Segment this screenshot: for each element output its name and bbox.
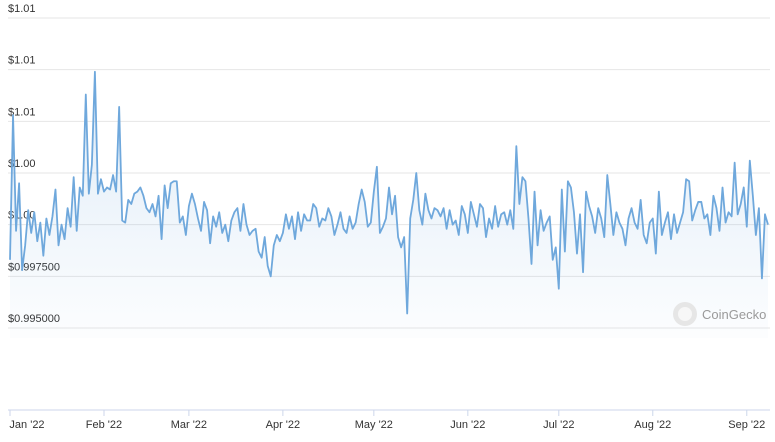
x-tick-label: Sep '22 (728, 419, 765, 431)
y-tick-label: $1.01 (8, 3, 36, 15)
x-tick-label: Feb '22 (86, 419, 122, 431)
x-tick-label: Mar '22 (171, 419, 207, 431)
y-tick-label: $1.01 (8, 106, 36, 118)
x-tick-label: Aug '22 (634, 419, 671, 431)
x-tick-label: Apr '22 (266, 419, 301, 431)
watermark: CoinGecko (673, 302, 766, 326)
x-tick-label: May '22 (355, 419, 393, 431)
x-tick-label: Jul '22 (543, 419, 574, 431)
y-tick-label: $1.01 (8, 55, 36, 67)
x-tick-label: Jan '22 (9, 419, 44, 431)
price-line (9, 70, 769, 315)
x-tick-label: Jun '22 (450, 419, 485, 431)
watermark-text: CoinGecko (702, 307, 766, 322)
area (10, 71, 768, 338)
